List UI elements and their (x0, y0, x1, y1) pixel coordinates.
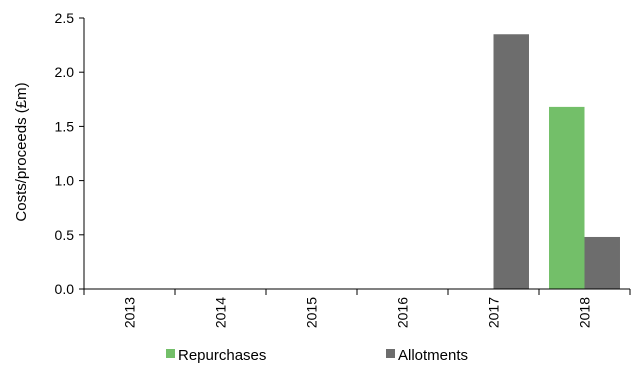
y-tick-label: 2.5 (55, 10, 75, 26)
y-tick-label: 0.0 (55, 281, 75, 297)
legend-swatch-allotments (386, 349, 395, 358)
x-tick-label: 2013 (122, 297, 138, 328)
y-tick-label: 1.5 (55, 118, 75, 134)
y-tick-label: 0.5 (55, 227, 75, 243)
y-axis-title: Costs/proceeds (£m) (13, 82, 30, 221)
x-tick-label: 2015 (304, 297, 320, 328)
legend-label-allotments: Allotments (398, 347, 468, 364)
bar-repurchases-2018 (549, 106, 585, 289)
y-tick-label: 1.0 (55, 173, 75, 189)
bar-allotments-2018 (584, 236, 620, 289)
bar-allotments-2017 (493, 34, 529, 290)
x-tick-label: 2016 (395, 297, 411, 328)
x-tick-label: 2014 (213, 297, 229, 328)
x-tick-label: 2018 (577, 297, 593, 328)
legend-label-repurchases: Repurchases (178, 347, 266, 364)
legend: Repurchases Allotments (166, 347, 468, 364)
x-tick-label: 2017 (486, 297, 502, 328)
plot-area (493, 34, 620, 290)
y-tick-label: 2.0 (55, 64, 75, 80)
legend-swatch-repurchases (166, 349, 175, 358)
y-axis: 0.0 0.5 1.0 1.5 2.0 2.5 (55, 10, 85, 297)
x-axis: 2013 2014 2015 2016 2017 2018 (83, 288, 631, 328)
